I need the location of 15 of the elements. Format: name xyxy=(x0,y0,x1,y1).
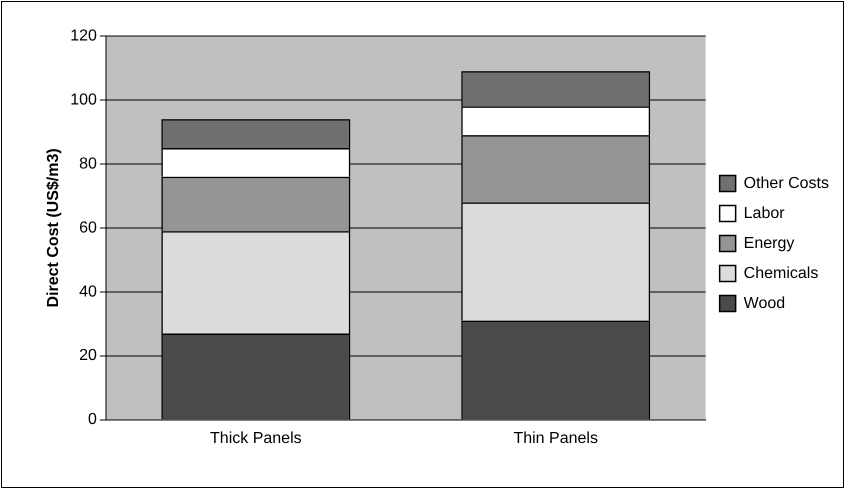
legend-label: Wood xyxy=(744,294,786,312)
y-axis-title: Direct Cost (US$/m3) xyxy=(45,148,62,308)
y-tick-label: 60 xyxy=(79,219,97,236)
y-tick-label: 120 xyxy=(70,27,97,44)
legend-label: Other Costs xyxy=(744,174,829,192)
legend-label: Labor xyxy=(744,204,786,222)
y-tick-label: 80 xyxy=(79,155,97,172)
legend-label: Energy xyxy=(744,234,794,252)
y-tick-label: 40 xyxy=(79,283,97,300)
y-tick-label: 0 xyxy=(88,411,97,428)
y-tick-label: 20 xyxy=(79,347,97,364)
legend-label: Chemicals xyxy=(744,264,818,282)
x-tick-label: Thick Panels xyxy=(210,430,302,447)
x-tick-label: Thin Panels xyxy=(513,430,598,447)
y-tick-label: 100 xyxy=(70,91,97,108)
